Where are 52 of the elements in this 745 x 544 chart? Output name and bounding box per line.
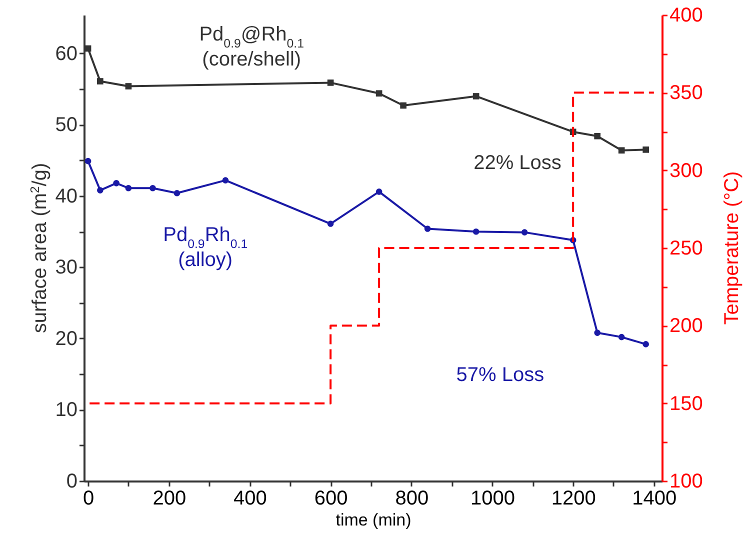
series-label: Pd$_{0.9}$Rh$_{0.1}$ (alloy) (163, 224, 248, 272)
point (472, 228, 480, 235)
point (84, 158, 92, 164)
y-tick-label: 20 (55, 328, 78, 350)
x-tick-label: 200 (152, 488, 186, 510)
annotation: 22% Loss (474, 152, 562, 174)
x-tick-label: 0 (82, 488, 94, 510)
y2-tick-label: 150 (670, 392, 703, 415)
point (642, 146, 649, 153)
point (618, 334, 625, 340)
point (97, 78, 104, 84)
y-tick-label: 60 (55, 42, 78, 65)
y2-axis-title: Temperature (°C) (721, 171, 743, 325)
point (618, 147, 625, 154)
annotation: 57% Loss (456, 364, 544, 386)
x-tick-label: 1200 (551, 488, 596, 510)
point (472, 93, 480, 100)
point (113, 180, 120, 186)
point (400, 102, 406, 109)
point (642, 341, 649, 348)
point (594, 330, 600, 336)
y2-tick-label: 250 (670, 238, 703, 260)
point (222, 177, 229, 184)
point (594, 132, 600, 140)
point (125, 184, 132, 192)
point (84, 45, 92, 52)
point (424, 226, 431, 232)
y-tick-label: 0 (66, 470, 78, 492)
point (521, 229, 528, 236)
point (125, 83, 132, 90)
y-tick-label: 30 (55, 256, 78, 279)
y2-tick-label: 350 (670, 82, 703, 104)
x-tick-label: 600 (314, 488, 348, 510)
y2-tick-label: 200 (670, 315, 703, 338)
y-tick-label: 10 (55, 399, 78, 422)
y2-tick-label: 300 (670, 160, 703, 182)
point (150, 184, 156, 192)
y-tick-label: 40 (55, 185, 78, 208)
x-tick-label: 800 (395, 488, 429, 510)
x-axis-title: time (min) (336, 510, 412, 530)
point (174, 190, 180, 196)
point (376, 188, 382, 195)
x-tick-label: 1400 (632, 488, 677, 510)
x-tick-label: 400 (234, 488, 267, 510)
point (97, 187, 104, 194)
series-label: Pd$_{0.9}$@Rh$_{0.1}$ (core/shell) (199, 24, 304, 71)
y2-tick-label: 400 (670, 4, 703, 26)
point (327, 220, 334, 227)
point (327, 80, 334, 86)
x-tick-label: 1000 (470, 488, 515, 510)
point (376, 90, 382, 97)
y-tick-label: 50 (55, 114, 78, 136)
